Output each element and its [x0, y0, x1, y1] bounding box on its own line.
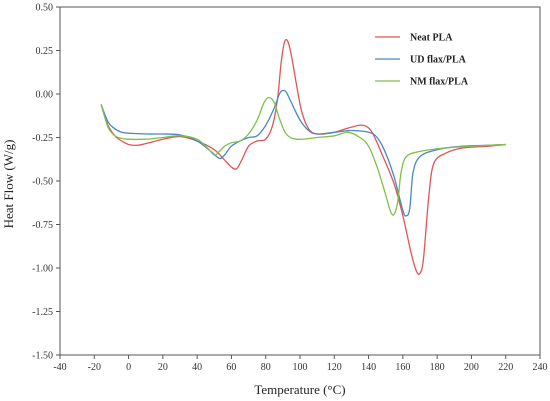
x-tick-label: 160: [395, 362, 410, 373]
y-tick-label: -0.75: [32, 220, 53, 231]
legend: Neat PLA UD flax/PLA NM flax/PLA: [375, 33, 469, 88]
x-tick-label: -40: [53, 362, 66, 373]
y-tick-label: -0.50: [32, 177, 53, 188]
x-tick-label: 220: [498, 362, 513, 373]
x-tick-label: 240: [533, 362, 548, 373]
x-tick-label: 140: [361, 362, 376, 373]
y-tick-label: -0.25: [32, 133, 53, 144]
x-tick-label: 40: [192, 362, 202, 373]
x-tick-label: 120: [327, 362, 342, 373]
y-tick-label: -1.50: [32, 351, 53, 362]
x-tick-label: 80: [261, 362, 271, 373]
y-tick-label: 0.25: [36, 46, 54, 57]
y-axis: 0.50 0.25 0.00 -0.25 -0.50 -0.75 -1.00 -1.25 -1.…: [32, 3, 60, 362]
y-tick-label: -1.00: [32, 264, 53, 275]
series-line-ud-flax-pla: [100, 89, 506, 217]
x-tick-label: 0: [126, 362, 131, 373]
x-tick-label: 20: [158, 362, 168, 373]
x-axis-title: Temperature (°C): [254, 382, 345, 397]
y-tick-label: 0.50: [36, 3, 54, 14]
x-tick-label: 180: [430, 362, 445, 373]
series-line-neat-pla: [100, 38, 506, 276]
legend-label-ud-flax-pla: UD flax/PLA: [410, 55, 467, 66]
series-layer: [100, 38, 506, 276]
x-tick-label: 100: [293, 362, 308, 373]
x-tick-label: 60: [226, 362, 236, 373]
x-tick-label: -20: [88, 362, 101, 373]
y-tick-label: -1.25: [32, 307, 53, 318]
x-axis: -40 -20 0 20 40 60 80 100 120 140 160 180 200 220 240: [53, 355, 548, 373]
y-tick-label: 0.00: [36, 90, 54, 101]
legend-label-nm-flax-pla: NM flax/PLA: [410, 77, 469, 88]
series-line-nm-flax-pla: [100, 96, 506, 216]
legend-label-neat-pla: Neat PLA: [410, 33, 453, 44]
x-tick-label: 200: [464, 362, 479, 373]
y-axis-title: Heat Flow (W/g): [1, 140, 16, 229]
